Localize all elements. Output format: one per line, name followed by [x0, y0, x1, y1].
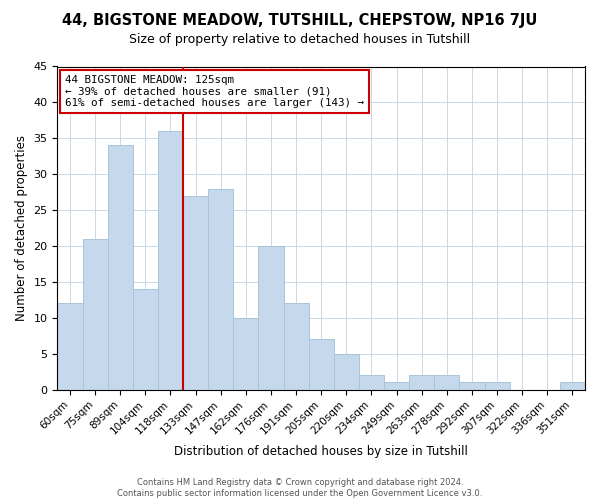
- X-axis label: Distribution of detached houses by size in Tutshill: Distribution of detached houses by size …: [174, 444, 468, 458]
- Bar: [133, 289, 158, 390]
- Bar: [308, 340, 334, 390]
- Text: Contains HM Land Registry data © Crown copyright and database right 2024.
Contai: Contains HM Land Registry data © Crown c…: [118, 478, 482, 498]
- Bar: [359, 375, 384, 390]
- Text: Size of property relative to detached houses in Tutshill: Size of property relative to detached ho…: [130, 32, 470, 46]
- Y-axis label: Number of detached properties: Number of detached properties: [15, 135, 28, 321]
- Text: 44 BIGSTONE MEADOW: 125sqm
← 39% of detached houses are smaller (91)
61% of semi: 44 BIGSTONE MEADOW: 125sqm ← 39% of deta…: [65, 74, 364, 108]
- Bar: [384, 382, 409, 390]
- Bar: [409, 375, 434, 390]
- Bar: [460, 382, 485, 390]
- Bar: [434, 375, 460, 390]
- Bar: [259, 246, 284, 390]
- Bar: [83, 239, 107, 390]
- Bar: [284, 304, 308, 390]
- Bar: [560, 382, 585, 390]
- Text: 44, BIGSTONE MEADOW, TUTSHILL, CHEPSTOW, NP16 7JU: 44, BIGSTONE MEADOW, TUTSHILL, CHEPSTOW,…: [62, 12, 538, 28]
- Bar: [208, 188, 233, 390]
- Bar: [183, 196, 208, 390]
- Bar: [334, 354, 359, 390]
- Bar: [158, 131, 183, 390]
- Bar: [233, 318, 259, 390]
- Bar: [107, 146, 133, 390]
- Bar: [485, 382, 509, 390]
- Bar: [58, 304, 83, 390]
